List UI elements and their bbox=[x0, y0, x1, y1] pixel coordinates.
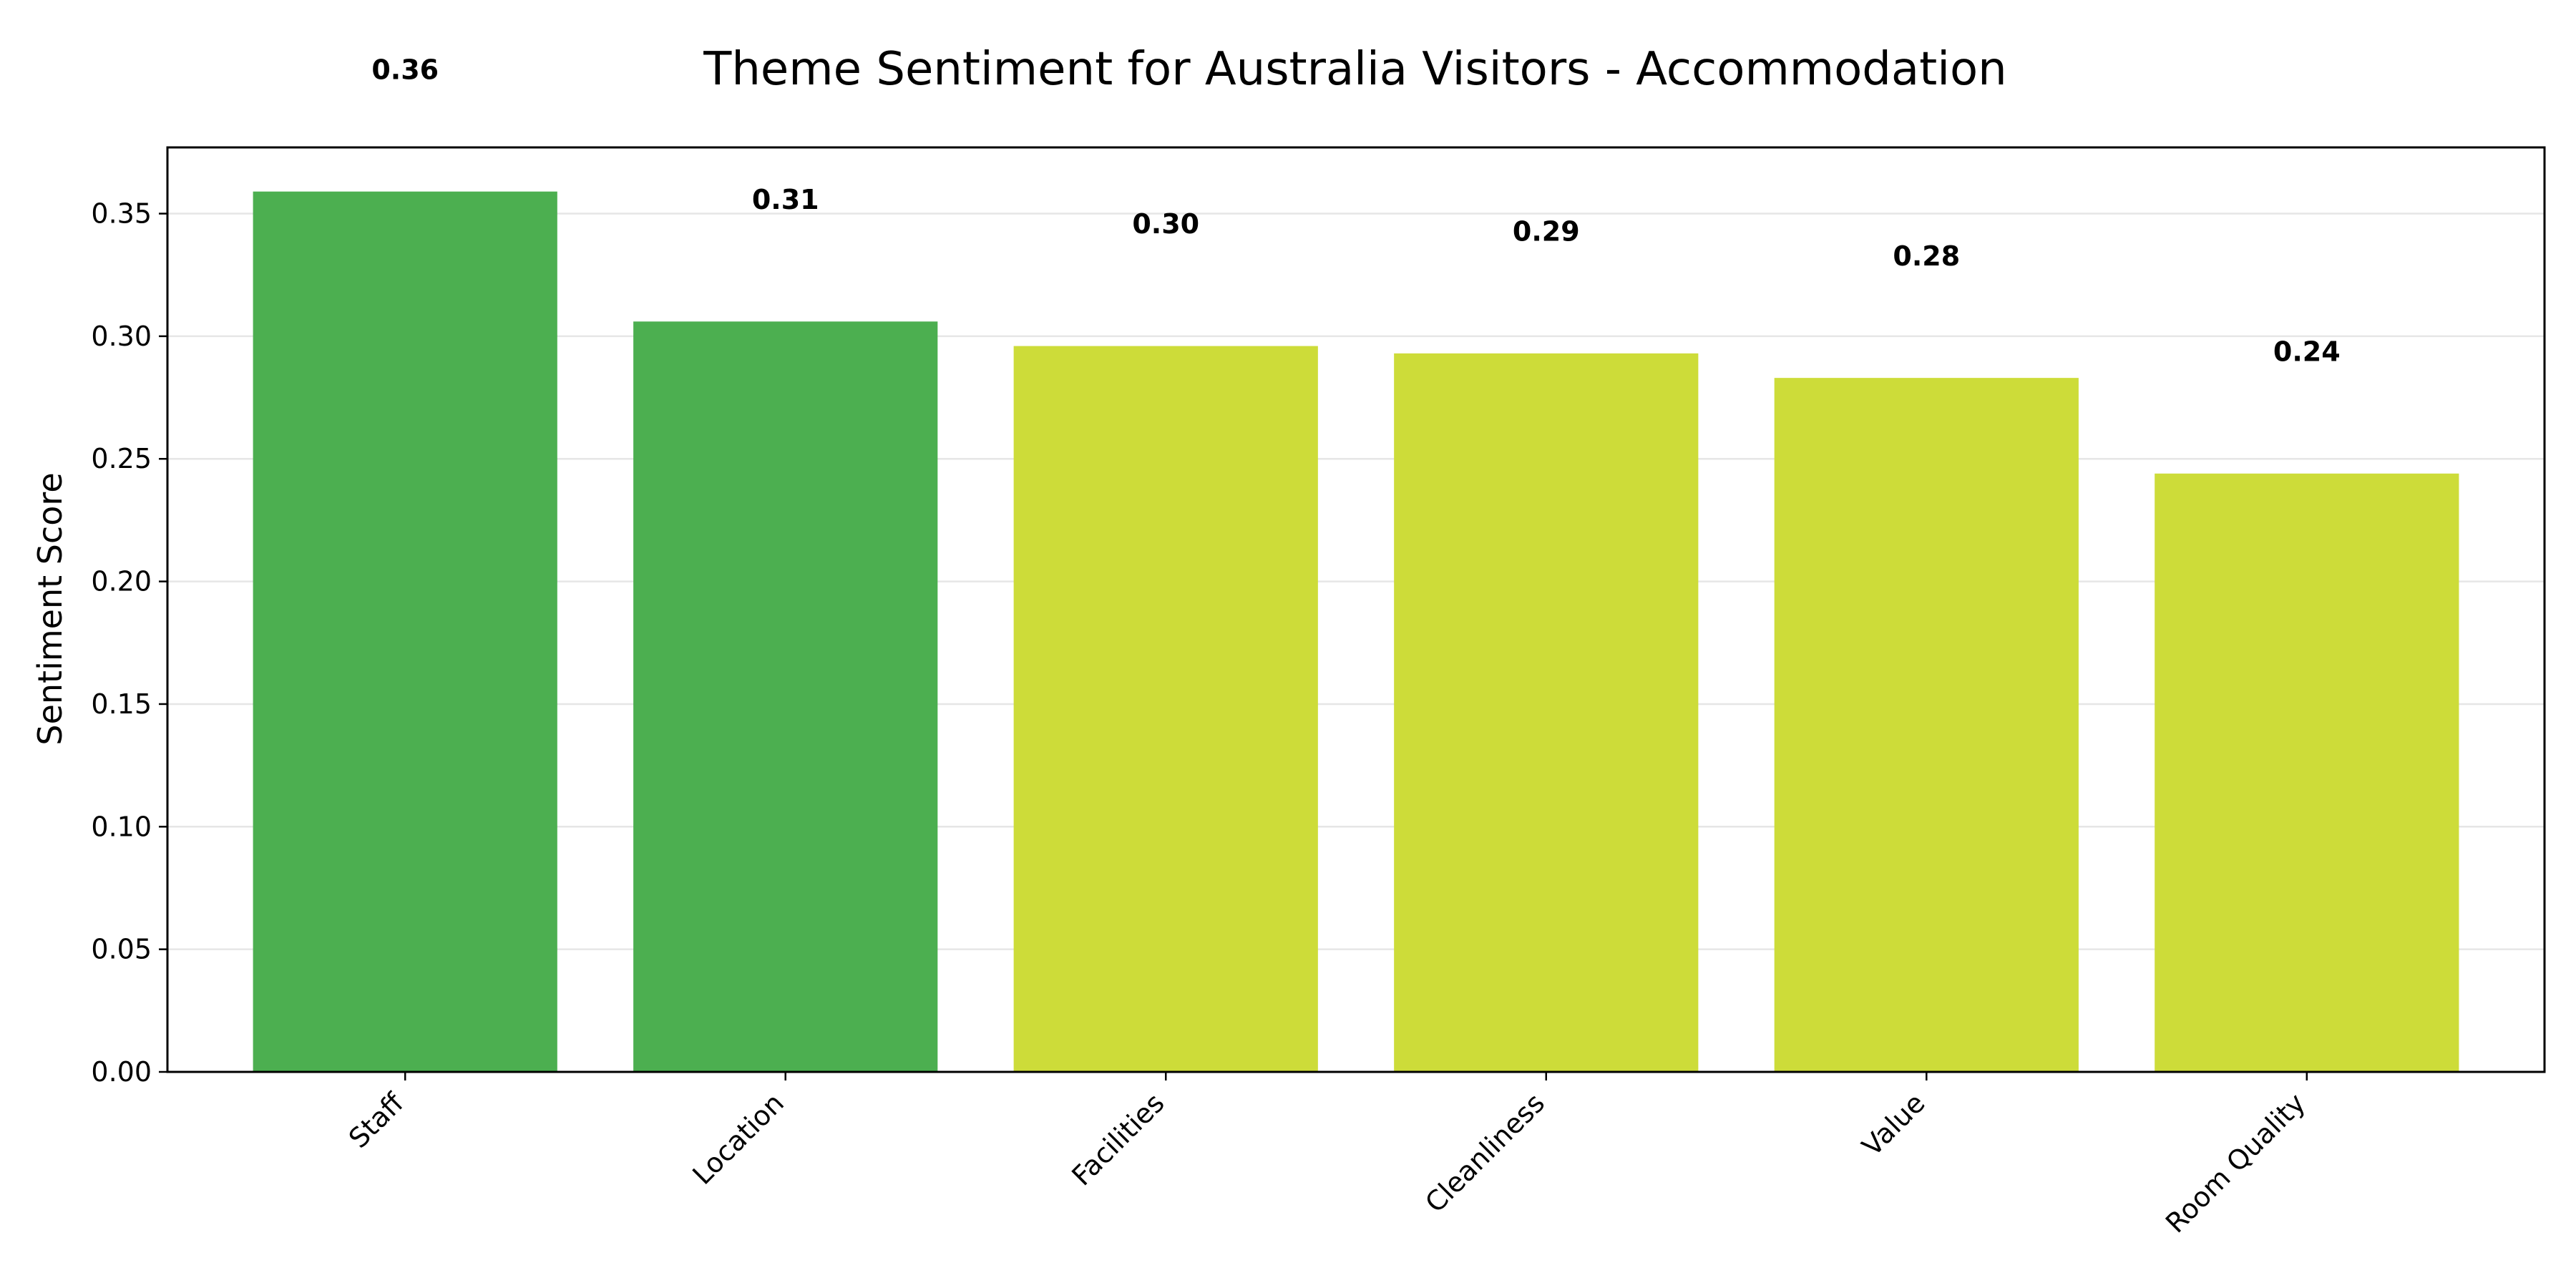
y-tick-label: 0.15 bbox=[91, 688, 152, 720]
bars bbox=[253, 191, 2459, 1073]
x-tick-label: Cleanliness bbox=[1419, 1087, 1551, 1219]
y-tick-label: 0.00 bbox=[91, 1056, 152, 1088]
bar-staff bbox=[253, 191, 557, 1072]
bar-value-label: 0.28 bbox=[1893, 240, 1960, 272]
y-axis-label: Sentiment Score bbox=[31, 472, 69, 745]
y-tick-label: 0.35 bbox=[91, 198, 152, 230]
bar-value bbox=[1774, 378, 2079, 1072]
y-tick-label: 0.20 bbox=[91, 566, 152, 597]
x-tick-label: Location bbox=[686, 1087, 790, 1191]
x-tick-label: Staff bbox=[343, 1087, 410, 1154]
bar-value-label: 0.31 bbox=[752, 184, 819, 215]
y-tick-label: 0.10 bbox=[91, 811, 152, 842]
x-tick-label: Facilities bbox=[1065, 1087, 1170, 1191]
bar-value-label: 0.24 bbox=[2273, 336, 2341, 367]
bar-value-label: 0.29 bbox=[1513, 216, 1580, 248]
bar-facilities bbox=[1013, 346, 1318, 1072]
y-tick-label: 0.25 bbox=[91, 443, 152, 474]
bar-value-labels: 0.36 0.31 0.30 0.29 0.28 0.24 bbox=[371, 54, 2340, 367]
gridlines bbox=[167, 213, 2545, 1073]
bar-value-label: 0.36 bbox=[371, 54, 439, 85]
x-tick-label: Value bbox=[1856, 1087, 1931, 1162]
bar-cleanliness bbox=[1394, 353, 1699, 1072]
chart-title: Theme Sentiment for Australia Visitors -… bbox=[703, 43, 2006, 96]
y-tick-label: 0.30 bbox=[91, 321, 152, 352]
x-tick-label: Room Quality bbox=[2160, 1087, 2311, 1239]
bar-location bbox=[633, 321, 938, 1073]
bar-value-label: 0.30 bbox=[1132, 208, 1199, 240]
bar-room-quality bbox=[2155, 473, 2459, 1072]
y-tick-label: 0.05 bbox=[91, 934, 152, 965]
plot-frame bbox=[166, 146, 2546, 1073]
